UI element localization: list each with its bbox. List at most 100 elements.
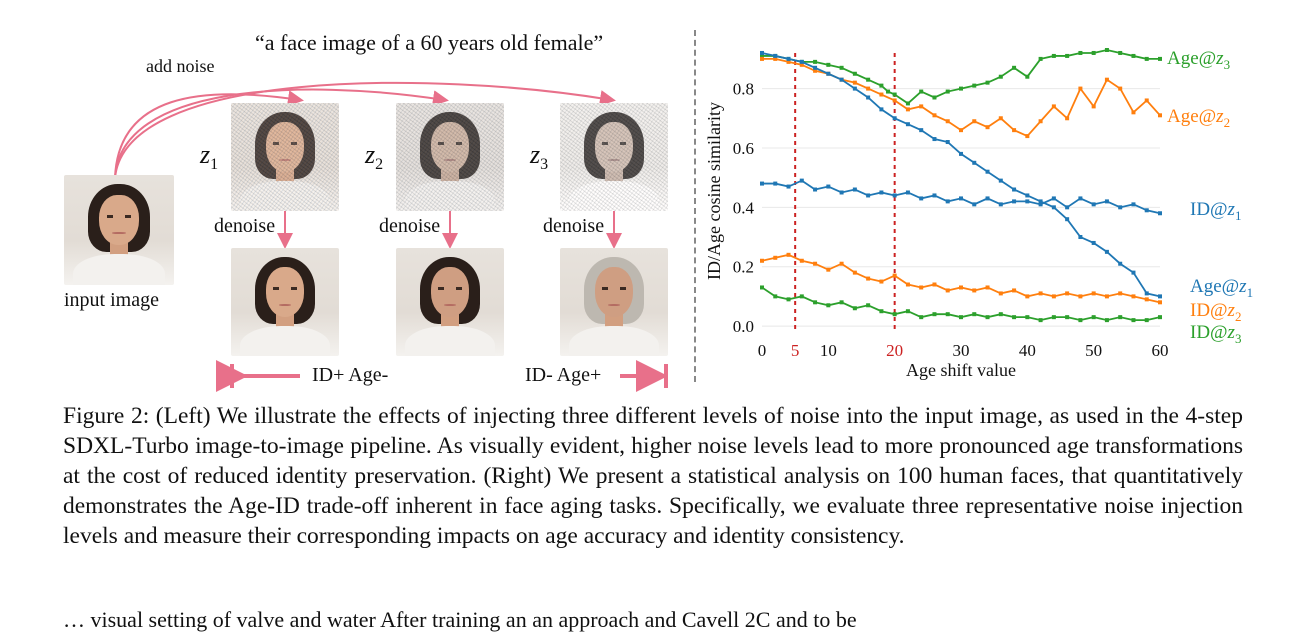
series-point (959, 86, 963, 91)
axes: 0.0 0.2 0.4 0.6 0.8 0 10 30 40 50 60 5 20 (733, 80, 1169, 360)
series-point (1118, 261, 1123, 266)
series-point (839, 300, 844, 305)
series-point (760, 56, 764, 61)
series-point (1038, 202, 1043, 207)
x-tick-label-highlight: 5 (791, 341, 800, 360)
series-point (773, 56, 778, 61)
series-point (1078, 235, 1083, 240)
series-point (1104, 318, 1109, 323)
series-point (932, 95, 937, 100)
series-point (1158, 113, 1162, 118)
id-plus-age-minus-label: ID+ Age- (312, 364, 389, 386)
series-point (945, 89, 950, 94)
series-point (972, 160, 977, 165)
series-label: Age@z1 (1190, 276, 1253, 300)
series-point (1131, 53, 1136, 58)
x-tick-label: 50 (1085, 341, 1102, 360)
id-minus-age-plus-label: ID- Age+ (525, 364, 602, 386)
series-point (1091, 104, 1096, 109)
x-tick-label: 30 (953, 341, 970, 360)
series-point (813, 65, 818, 70)
series-point (945, 119, 950, 124)
add-noise-label: add noise (146, 56, 215, 76)
series-point (813, 300, 818, 305)
series-label: ID@z2 (1190, 300, 1241, 324)
series-point (1144, 56, 1149, 61)
series-point (879, 309, 884, 314)
series-point (813, 261, 818, 266)
figure-caption: Figure 2: (Left) We illustrate the effec… (63, 403, 1243, 549)
series-point (1051, 205, 1056, 210)
series-point (985, 125, 990, 130)
series-point (972, 119, 977, 124)
series-point (786, 297, 791, 302)
series-2 (760, 178, 1162, 216)
series-point (892, 312, 897, 317)
series-point (1065, 205, 1070, 210)
series-point (852, 71, 857, 76)
series-point (985, 315, 990, 320)
noise-arrow-z2 (114, 88, 449, 179)
series-point (1158, 315, 1162, 320)
series-point (1078, 86, 1083, 91)
series-point (959, 196, 963, 201)
series-point (839, 77, 844, 82)
series-point (1025, 193, 1030, 198)
series-3 (760, 50, 1162, 299)
series-point (786, 56, 791, 61)
series-point (1051, 104, 1056, 109)
series-point (773, 181, 778, 186)
series-point (945, 140, 950, 145)
series-point (866, 276, 871, 281)
series-point (892, 193, 897, 198)
series-point (866, 193, 871, 198)
series-point (932, 312, 937, 317)
input-image-label: input image (64, 289, 159, 311)
series-point (1104, 249, 1109, 254)
prompt-text: “a face image of a 60 years old female” (255, 30, 604, 55)
series-point (839, 65, 844, 70)
series-point (1025, 74, 1030, 79)
series-point (945, 288, 950, 293)
series-point (760, 258, 764, 263)
series-point (1144, 208, 1149, 213)
series-point (852, 306, 857, 311)
series-point (1038, 318, 1043, 323)
series-point (972, 202, 977, 207)
series-label: ID@z3 (1190, 322, 1241, 346)
series-point (905, 101, 910, 106)
series-point (919, 104, 924, 109)
series-point (932, 282, 937, 287)
series-point (919, 89, 924, 94)
series-point (1104, 199, 1109, 204)
series-point (919, 285, 924, 290)
series-point (799, 258, 804, 263)
series-point (892, 98, 897, 103)
series-point (998, 312, 1003, 317)
output-image-z3 (560, 248, 668, 356)
series-point (985, 80, 990, 85)
series-point (905, 122, 910, 127)
series-point (1118, 86, 1123, 91)
series-point (892, 92, 897, 97)
series-point (1118, 50, 1123, 55)
series-label: Age@z2 (1167, 106, 1230, 130)
series-point (945, 199, 950, 204)
highlight-lines (794, 52, 896, 332)
series-point (1012, 187, 1017, 192)
series-0 (760, 48, 1162, 106)
series-point (799, 59, 804, 64)
series-point (932, 113, 937, 118)
series-point (786, 59, 791, 64)
series-point (879, 83, 884, 88)
series-label: ID@z1 (1190, 199, 1241, 223)
series-point (892, 273, 897, 278)
series-point (905, 107, 910, 112)
series-point (1065, 116, 1070, 121)
y-tick-label: 0.2 (733, 258, 754, 277)
series-point (1065, 53, 1070, 58)
series-point (1065, 315, 1070, 320)
series-point (1104, 77, 1109, 82)
series-point (760, 53, 764, 58)
series-point (1051, 315, 1056, 320)
